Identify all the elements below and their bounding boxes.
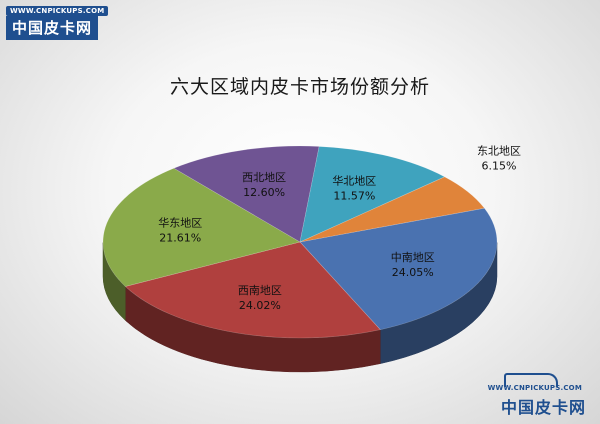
slice-label-2: 华东地区 — [158, 215, 202, 229]
truck-icon — [504, 373, 558, 387]
pie-slice-1 — [124, 241, 381, 339]
slice-label-5: 东北地区 — [477, 144, 521, 157]
chart-title: 六大区域内皮卡市场份额分析 — [169, 76, 430, 98]
pie-slice-5 — [299, 176, 485, 243]
pie-slice-4 — [299, 146, 446, 243]
slice-value-3: 12.60% — [243, 186, 285, 199]
slice-value-4: 11.57% — [333, 190, 375, 203]
brand-logo-top: WWW.CNPICKUPS.COM 中国皮卡网 — [6, 6, 109, 40]
slice-value-5: 6.15% — [482, 159, 517, 172]
pie-side-2 — [102, 242, 126, 322]
slice-label-0: 中南地区 — [391, 251, 435, 264]
pie-slice-0 — [299, 207, 498, 330]
brand-url-bottom: WWW.CNPICKUPS.COM — [487, 384, 582, 392]
slice-value-2: 21.61% — [159, 231, 201, 244]
slice-value-1: 24.02% — [239, 299, 281, 312]
brand-name-bottom: 中国皮卡网 — [500, 398, 586, 417]
slice-value-0: 24.05% — [392, 266, 434, 279]
brand-name: 中国皮卡网 — [6, 16, 99, 40]
slice-label-4: 华北地区 — [332, 174, 376, 188]
pie-slice-2 — [102, 167, 301, 287]
brand-logo-bottom: WWW.CNPICKUPS.COM 中国皮卡网 — [484, 373, 586, 418]
slice-label-3: 西北地区 — [242, 171, 286, 184]
pie-slice-3 — [173, 145, 320, 243]
slice-label-1: 西南地区 — [238, 284, 282, 297]
brand-url: WWW.CNPICKUPS.COM — [6, 6, 109, 16]
